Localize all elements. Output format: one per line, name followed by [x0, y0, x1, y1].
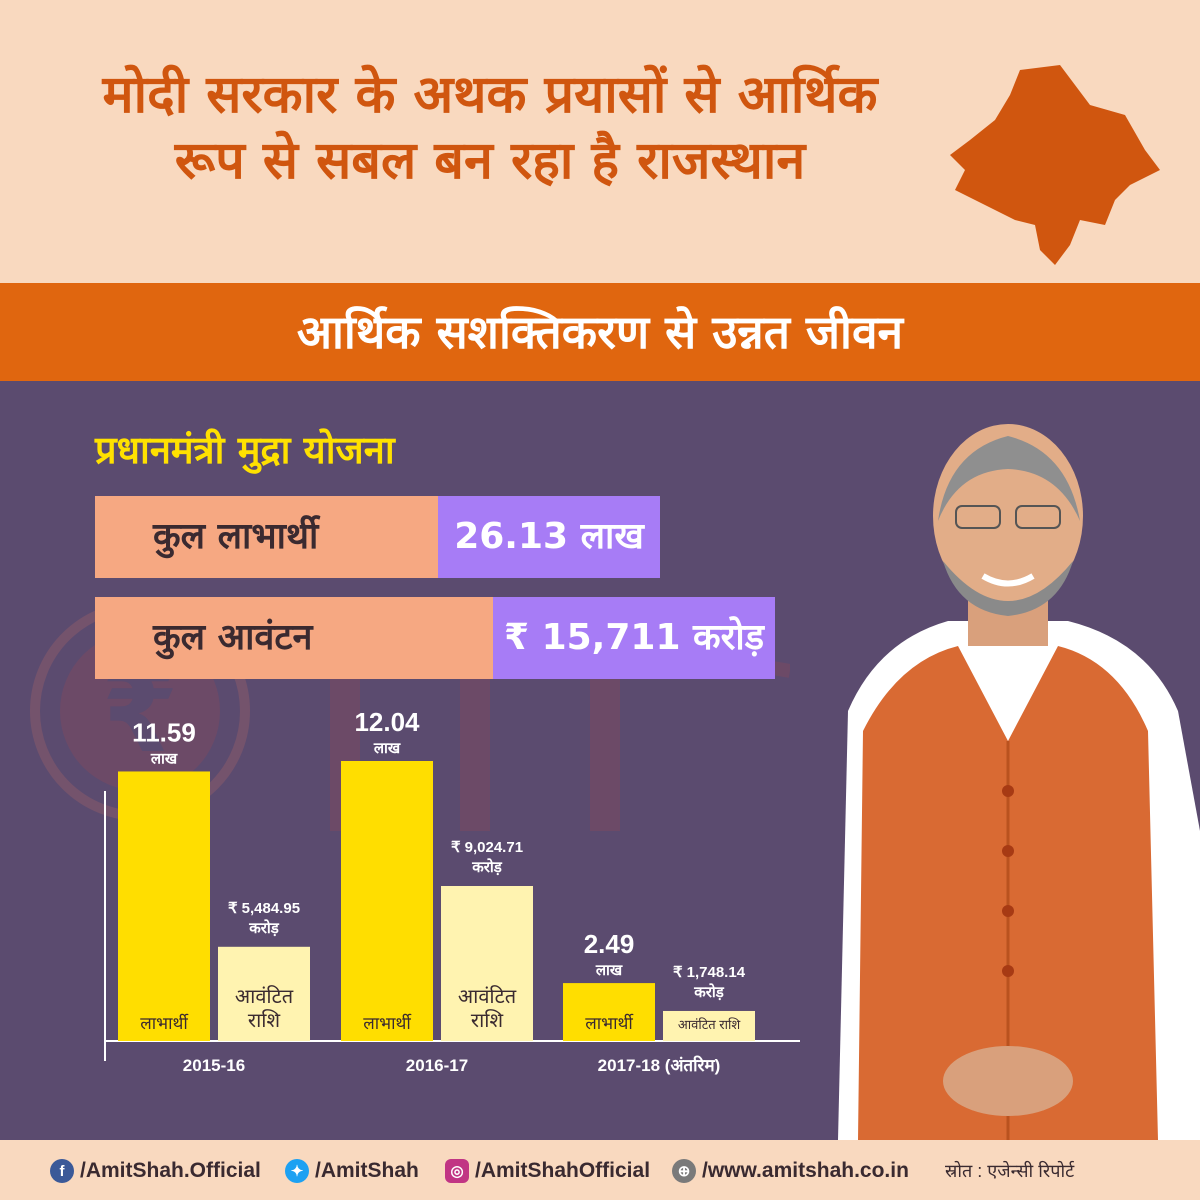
facebook-icon: f — [50, 1159, 74, 1183]
data-label: ₹ 9,024.71 — [451, 839, 523, 856]
bar-beneficiaries — [341, 761, 433, 1041]
footer: f /AmitShah.Official ✦ /AmitShah ◎ /Amit… — [0, 1140, 1200, 1200]
main-panel: ₹ प्रधानमंत्री मुद्रा योजना कुल लाभार्थी… — [0, 381, 1200, 1140]
bar-inner-label: आवंटित — [458, 985, 517, 1008]
header-area: मोदी सरकार के अथक प्रयासों से आर्थिक रूप… — [0, 0, 1200, 283]
data-unit-label: लाख — [595, 962, 623, 979]
beneficiaries-label: कुल लाभार्थी — [95, 496, 440, 578]
headline-line-1: मोदी सरकार के अथक प्रयासों से आर्थिक — [102, 65, 878, 125]
bar-inner-label: लाभार्थी — [140, 1013, 189, 1033]
allocation-label: कुल आवंटन — [95, 597, 495, 679]
bar-chart: 11.59लाखलाभार्थी₹ 5,484.95करोड़आवंटितराश… — [104, 707, 800, 1075]
bar-inner-label: राशि — [471, 1009, 504, 1032]
twitter-link[interactable]: ✦ /AmitShah — [285, 1158, 419, 1184]
bar-allocation — [663, 1010, 755, 1041]
bar-inner-label: आवंटित — [235, 985, 294, 1008]
data-label: ₹ 1,748.14 — [673, 964, 746, 981]
website-url: /www.amitshah.co.in — [702, 1159, 909, 1182]
bar-inner-label: आवंटित राशि — [678, 1017, 742, 1032]
instagram-link[interactable]: ◎ /AmitShahOfficial — [445, 1158, 650, 1184]
banner-title: आर्थिक सशक्तिकरण से उन्नत जीवन — [296, 305, 904, 359]
x-tick-label: 2017-18 (अंतरिम) — [598, 1055, 721, 1075]
scheme-title: प्रधानमंत्री मुद्रा योजना — [95, 428, 395, 472]
data-unit-label: करोड़ — [471, 858, 503, 876]
rajasthan-map-icon — [950, 65, 1160, 265]
allocation-row: कुल आवंटन ₹ 15,711 करोड़ — [95, 597, 775, 679]
instagram-handle: /AmitShahOfficial — [475, 1159, 651, 1182]
globe-icon: ⊕ — [672, 1159, 696, 1183]
x-tick-label: 2015-16 — [183, 1056, 245, 1075]
x-tick-label: 2016-17 — [406, 1056, 468, 1075]
bar-allocation — [441, 886, 533, 1041]
bar-allocation — [218, 946, 310, 1041]
twitter-icon: ✦ — [285, 1159, 309, 1183]
data-unit-label: लाख — [373, 740, 401, 757]
leader-portrait — [838, 424, 1200, 1140]
website-link[interactable]: ⊕ /www.amitshah.co.in — [672, 1158, 909, 1184]
bar-inner-label: राशि — [248, 1009, 281, 1032]
data-unit-label: लाख — [150, 750, 178, 767]
bar-inner-label: लाभार्थी — [363, 1013, 412, 1033]
bar-beneficiaries — [563, 983, 655, 1041]
bar-beneficiaries — [118, 771, 210, 1041]
beneficiaries-row: कुल लाभार्थी 26.13 लाख — [95, 496, 660, 578]
data-unit-label: करोड़ — [693, 983, 725, 1001]
banner: आर्थिक सशक्तिकरण से उन्नत जीवन — [0, 283, 1200, 381]
data-unit-label: करोड़ — [248, 919, 280, 937]
beneficiaries-value: 26.13 लाख — [438, 496, 660, 578]
headline: मोदी सरकार के अथक प्रयासों से आर्थिक रूप… — [40, 62, 940, 194]
data-label: 2.49 — [584, 929, 635, 959]
headline-line-2: रूप से सबल बन रहा है राजस्थान — [174, 131, 806, 191]
data-label: ₹ 5,484.95 — [228, 900, 300, 917]
allocation-value: ₹ 15,711 करोड़ — [493, 597, 775, 679]
source-note: स्रोत : एजेन्सी रिपोर्ट — [945, 1161, 1075, 1181]
data-label: 12.04 — [354, 707, 420, 737]
facebook-handle: /AmitShah.Official — [80, 1159, 261, 1182]
data-label: 11.59 — [132, 717, 196, 747]
instagram-icon: ◎ — [445, 1159, 469, 1183]
facebook-link[interactable]: f /AmitShah.Official — [50, 1158, 261, 1184]
twitter-handle: /AmitShah — [315, 1159, 419, 1182]
bar-inner-label: लाभार्थी — [585, 1013, 634, 1033]
